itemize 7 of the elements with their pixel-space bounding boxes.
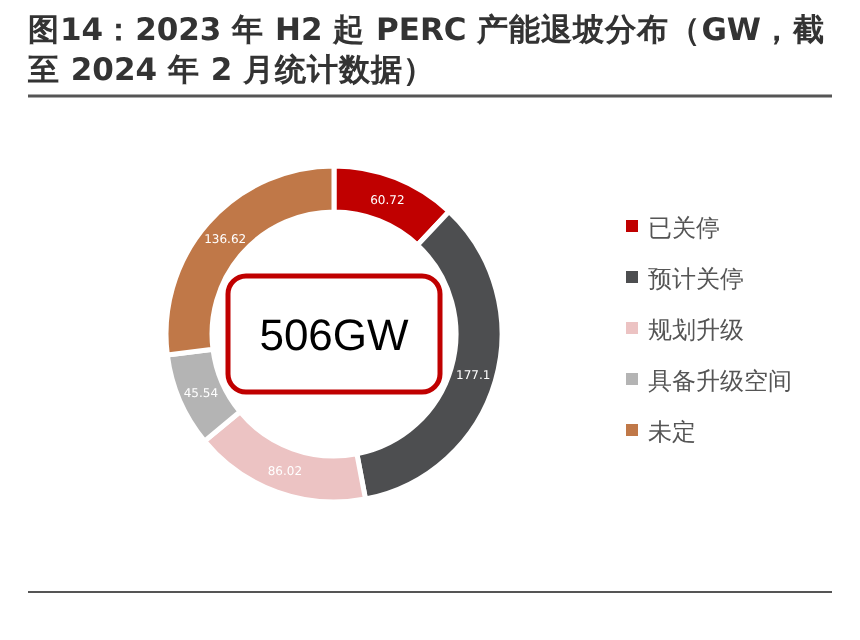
- legend-label: 预计关停: [648, 265, 744, 293]
- legend-label: 未定: [648, 418, 696, 446]
- text: 506GW: [259, 310, 410, 360]
- legend-label: 具备升级空间: [648, 367, 792, 395]
- legend-label: 规划升级: [648, 316, 744, 344]
- chart-title: 图14：2023 年 H2 起 PERC 产能退坡分布（GW，截至 2024 年 2 月统计数据）: [26, 12, 826, 88]
- legend-label: 已关停: [648, 214, 720, 242]
